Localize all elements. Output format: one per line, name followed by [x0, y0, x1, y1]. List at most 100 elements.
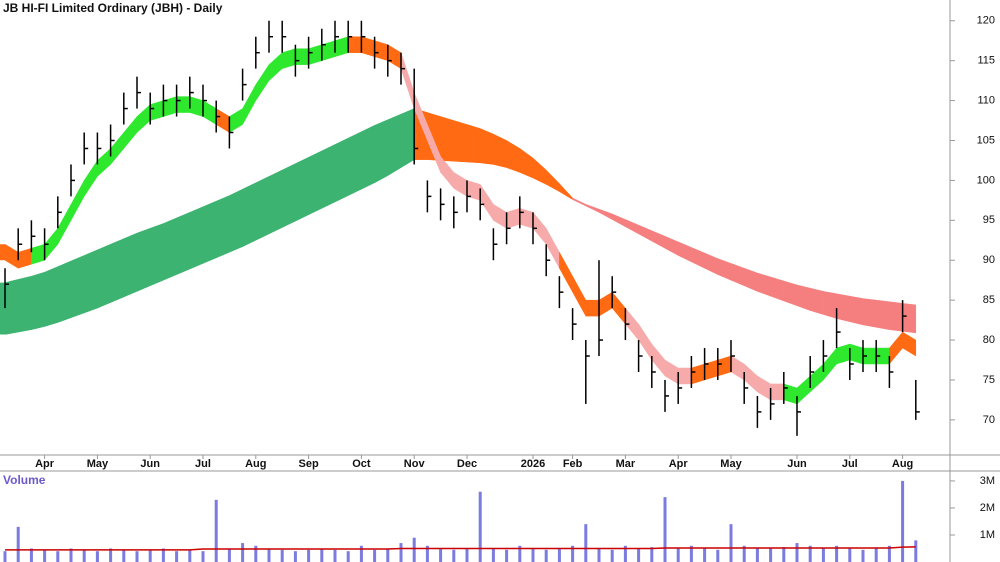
y-tick-label: 85	[983, 294, 995, 306]
band-segment	[361, 124, 375, 190]
band-segment	[268, 169, 283, 235]
band-segment	[229, 188, 243, 253]
volume-bar	[742, 545, 746, 562]
band-segment	[875, 299, 890, 330]
volume-bar	[597, 548, 601, 562]
x-tick-label: Jun	[787, 458, 807, 470]
band-segment	[308, 150, 323, 216]
volume-bar	[333, 549, 337, 562]
volume-bar	[452, 549, 456, 562]
volume-bar	[610, 549, 614, 562]
y-tick-label: 95	[983, 214, 995, 226]
band-segment	[70, 255, 85, 319]
band-segment	[44, 266, 59, 327]
band-segment	[4, 279, 19, 335]
band-segment	[0, 244, 5, 261]
band-segment	[809, 287, 824, 315]
volume-bar	[135, 551, 139, 562]
volume-bar	[874, 548, 878, 562]
volume-bar	[650, 547, 654, 562]
volume-bar	[214, 499, 218, 562]
band-segment	[823, 291, 837, 319]
y-tick-label: 80	[983, 334, 995, 346]
volume-bar	[95, 551, 99, 562]
x-tick-label: Mar	[616, 458, 636, 470]
band-segment	[57, 260, 72, 323]
x-tick-label: Oct	[352, 458, 371, 470]
band-segment	[796, 284, 811, 311]
band-segment	[836, 293, 851, 323]
band-segment	[215, 195, 230, 259]
volume-bar	[122, 549, 126, 562]
volume-bar	[887, 545, 891, 562]
x-tick-label: Aug	[245, 458, 266, 470]
volume-bar	[56, 551, 60, 562]
volume-bar	[505, 549, 509, 562]
volume-bar	[861, 549, 865, 562]
band-segment	[453, 120, 468, 163]
band-segment	[163, 217, 177, 281]
volume-bar	[227, 548, 231, 562]
volume-bar	[148, 549, 152, 562]
volume-bar	[359, 545, 363, 562]
band-segment	[585, 299, 600, 317]
y-tick-label: 100	[977, 174, 995, 186]
volume-bar	[518, 545, 522, 562]
volume-bar	[808, 545, 812, 562]
band-segment	[110, 238, 125, 303]
volume-bar	[795, 543, 799, 562]
x-tick-label: 2026	[521, 458, 545, 470]
band-segment	[242, 182, 257, 248]
volume-bar	[3, 551, 7, 562]
volume-bar	[29, 548, 33, 562]
y-tick-label: 2M	[980, 502, 995, 514]
band-segment	[374, 119, 389, 184]
x-tick-label: Jul	[195, 458, 211, 470]
volume-bar	[914, 540, 918, 562]
x-tick-label: Sep	[299, 458, 319, 470]
band-segment	[347, 36, 362, 53]
price-bars	[4, 20, 920, 436]
band-segment	[334, 137, 349, 203]
volume-bar	[82, 549, 86, 562]
band-segment	[440, 116, 455, 162]
volume-bar	[623, 545, 627, 562]
band-segment	[97, 243, 111, 309]
volume-bar	[676, 548, 680, 562]
volume-bar	[689, 545, 693, 562]
band-segment	[31, 271, 45, 330]
volume-bar	[491, 548, 495, 562]
volume-bar	[399, 543, 403, 562]
volume-bar	[901, 480, 905, 562]
y-tick-label: 75	[983, 374, 995, 386]
y-tick-label: 1M	[980, 529, 995, 541]
band-segment	[387, 113, 402, 177]
band-segment	[281, 163, 296, 228]
x-tick-label: May	[87, 458, 109, 470]
volume-bar	[280, 549, 284, 562]
volume-bar	[175, 551, 179, 562]
volume-bar	[821, 548, 825, 562]
y-tick-label: 110	[977, 94, 995, 106]
volume-bar	[386, 548, 390, 562]
band-segment	[466, 124, 481, 164]
band-segment	[136, 227, 151, 292]
volume-bar	[161, 548, 165, 562]
x-tick-label: Jul	[842, 458, 858, 470]
volume-bar	[663, 497, 667, 562]
x-tick-label: Apr	[35, 458, 55, 470]
volume-bar	[373, 549, 377, 562]
chart-title: JB HI-FI Limited Ordinary (JBH) - Daily	[3, 1, 223, 15]
band-segment	[321, 144, 336, 209]
volume-bar	[769, 548, 773, 562]
volume-bar	[241, 543, 245, 562]
band-segment	[83, 249, 98, 314]
band-segment	[889, 301, 903, 332]
x-tick-label: Feb	[563, 458, 583, 470]
volume-bar	[425, 545, 429, 562]
volume-bar	[544, 549, 548, 562]
volume-bar	[557, 548, 561, 562]
volume-bar	[571, 545, 575, 562]
volume-bar	[835, 545, 839, 562]
